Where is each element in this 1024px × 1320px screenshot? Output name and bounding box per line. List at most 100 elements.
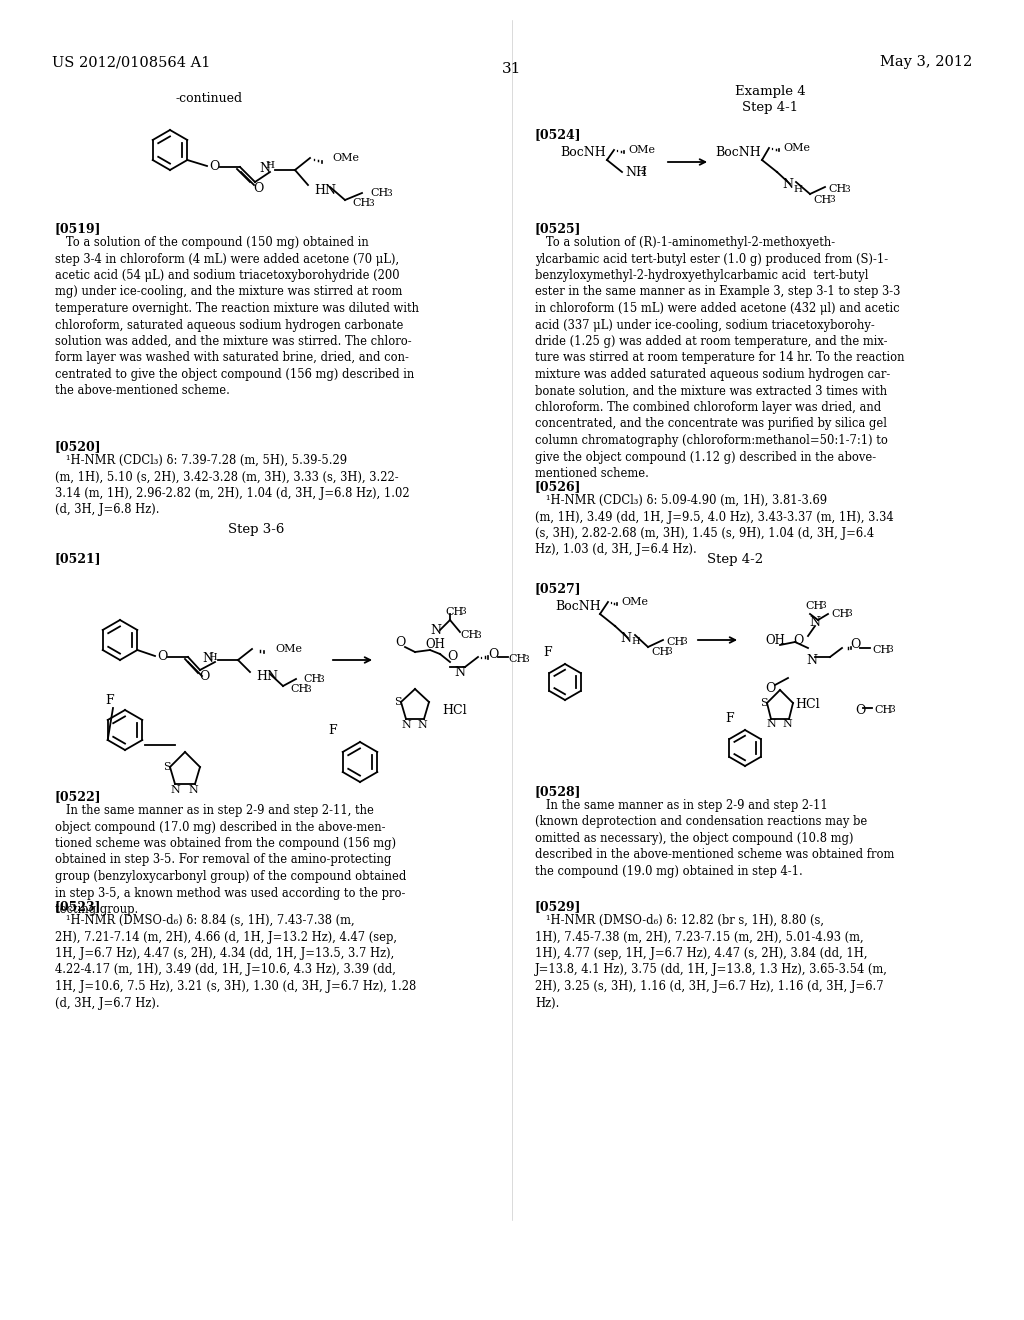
Text: CH: CH xyxy=(828,183,846,194)
Text: N: N xyxy=(782,178,794,191)
Text: [0528]: [0528] xyxy=(535,785,582,799)
Text: Step 4-1: Step 4-1 xyxy=(742,102,798,115)
Text: 3: 3 xyxy=(386,189,391,198)
Text: O: O xyxy=(253,181,263,194)
Text: Step 3-6: Step 3-6 xyxy=(227,524,285,536)
Text: O: O xyxy=(855,704,865,717)
Text: 2: 2 xyxy=(640,168,645,177)
Text: N: N xyxy=(810,615,820,628)
Text: CH: CH xyxy=(352,198,371,209)
Text: CH: CH xyxy=(460,630,478,640)
Text: 3: 3 xyxy=(368,198,374,207)
Text: N: N xyxy=(417,719,427,730)
Text: 3: 3 xyxy=(305,685,310,693)
Text: HCl: HCl xyxy=(442,704,467,717)
Text: S: S xyxy=(760,698,768,708)
Text: N: N xyxy=(807,653,817,667)
Text: N: N xyxy=(259,161,270,174)
Text: HN: HN xyxy=(314,183,336,197)
Text: F: F xyxy=(105,693,114,706)
Text: N: N xyxy=(430,623,441,636)
Text: Step 4-2: Step 4-2 xyxy=(707,553,763,566)
Text: OH: OH xyxy=(425,638,445,651)
Text: N: N xyxy=(203,652,213,664)
Text: [0526]: [0526] xyxy=(535,480,582,492)
Text: N: N xyxy=(170,785,180,795)
Text: 3: 3 xyxy=(523,655,528,664)
Text: In the same manner as in step 2-9 and step 2-11, the
object compound (17.0 mg) d: In the same manner as in step 2-9 and st… xyxy=(55,804,407,916)
Text: 3: 3 xyxy=(844,185,850,194)
Text: 3: 3 xyxy=(475,631,480,639)
Text: F: F xyxy=(329,723,337,737)
Text: H: H xyxy=(209,653,217,663)
Text: CH: CH xyxy=(508,653,526,664)
Text: S: S xyxy=(163,762,171,772)
Text: 3: 3 xyxy=(829,195,835,205)
Text: [0527]: [0527] xyxy=(535,582,582,595)
Text: OH: OH xyxy=(765,634,785,647)
Text: HN: HN xyxy=(256,671,278,684)
Text: H: H xyxy=(793,185,802,194)
Text: O: O xyxy=(209,161,219,173)
Text: 3: 3 xyxy=(460,607,466,616)
Text: 3: 3 xyxy=(318,675,324,684)
Text: OMe: OMe xyxy=(621,597,648,607)
Text: BocNH: BocNH xyxy=(555,599,601,612)
Text: 31: 31 xyxy=(503,62,521,77)
Text: To a solution of (R)-1-aminomethyl-2-methoxyeth-
ylcarbamic acid tert-butyl este: To a solution of (R)-1-aminomethyl-2-met… xyxy=(535,236,904,480)
Text: CH: CH xyxy=(872,645,890,655)
Text: 3: 3 xyxy=(681,638,687,647)
Text: O: O xyxy=(446,649,457,663)
Text: HCl: HCl xyxy=(796,698,820,711)
Text: [0521]: [0521] xyxy=(55,552,101,565)
Text: BocNH: BocNH xyxy=(560,145,606,158)
Text: O: O xyxy=(850,639,860,652)
Text: CH: CH xyxy=(831,609,849,619)
Text: ¹H-NMR (CDCl₃) δ: 5.09-4.90 (m, 1H), 3.81-3.69
(m, 1H), 3.49 (dd, 1H, J=9.5, 4.0: ¹H-NMR (CDCl₃) δ: 5.09-4.90 (m, 1H), 3.8… xyxy=(535,494,894,557)
Text: [0520]: [0520] xyxy=(55,440,101,453)
Text: CH: CH xyxy=(805,601,823,611)
Text: N: N xyxy=(766,719,776,729)
Text: F: F xyxy=(544,645,552,659)
Text: US 2012/0108564 A1: US 2012/0108564 A1 xyxy=(52,55,210,69)
Text: CH: CH xyxy=(303,675,322,684)
Text: [0522]: [0522] xyxy=(55,789,101,803)
Text: 3: 3 xyxy=(666,648,672,656)
Text: [0519]: [0519] xyxy=(55,222,101,235)
Text: NH: NH xyxy=(625,165,647,178)
Text: -continued: -continued xyxy=(175,92,242,106)
Text: N: N xyxy=(455,665,466,678)
Text: CH: CH xyxy=(666,638,684,647)
Text: 3: 3 xyxy=(846,610,852,619)
Text: ¹H-NMR (CDCl₃) δ: 7.39-7.28 (m, 5H), 5.39-5.29
(m, 1H), 5.10 (s, 2H), 3.42-3.28 : ¹H-NMR (CDCl₃) δ: 7.39-7.28 (m, 5H), 5.3… xyxy=(55,454,410,516)
Text: CH: CH xyxy=(290,684,308,694)
Text: [0524]: [0524] xyxy=(535,128,582,141)
Text: CH: CH xyxy=(874,705,892,715)
Text: 3: 3 xyxy=(889,705,895,714)
Text: F: F xyxy=(726,711,734,725)
Text: CH: CH xyxy=(651,647,670,657)
Text: N: N xyxy=(621,631,632,644)
Text: OMe: OMe xyxy=(275,644,302,653)
Text: S: S xyxy=(394,697,401,708)
Text: 3: 3 xyxy=(887,645,893,655)
Text: N: N xyxy=(188,785,198,795)
Text: In the same manner as in step 2-9 and step 2-11
(known deprotection and condensa: In the same manner as in step 2-9 and st… xyxy=(535,799,894,878)
Text: O: O xyxy=(765,681,775,694)
Text: O: O xyxy=(157,651,167,664)
Text: BocNH: BocNH xyxy=(715,145,761,158)
Text: O: O xyxy=(793,634,803,647)
Text: May 3, 2012: May 3, 2012 xyxy=(880,55,972,69)
Text: CH: CH xyxy=(370,187,388,198)
Text: ¹H-NMR (DMSO-d₆) δ: 12.82 (br s, 1H), 8.80 (s,
1H), 7.45-7.38 (m, 2H), 7.23-7.15: ¹H-NMR (DMSO-d₆) δ: 12.82 (br s, 1H), 8.… xyxy=(535,913,888,1010)
Text: [0529]: [0529] xyxy=(535,900,582,913)
Text: [0525]: [0525] xyxy=(535,222,582,235)
Text: O: O xyxy=(199,669,209,682)
Text: CH: CH xyxy=(445,607,463,616)
Text: H: H xyxy=(265,161,274,169)
Text: CH: CH xyxy=(813,195,831,205)
Text: N: N xyxy=(782,719,792,729)
Text: To a solution of the compound (150 mg) obtained in
step 3-4 in chloroform (4 mL): To a solution of the compound (150 mg) o… xyxy=(55,236,419,397)
Text: ¹H-NMR (DMSO-d₆) δ: 8.84 (s, 1H), 7.43-7.38 (m,
2H), 7.21-7.14 (m, 2H), 4.66 (d,: ¹H-NMR (DMSO-d₆) δ: 8.84 (s, 1H), 7.43-7… xyxy=(55,913,416,1010)
Text: N: N xyxy=(401,719,411,730)
